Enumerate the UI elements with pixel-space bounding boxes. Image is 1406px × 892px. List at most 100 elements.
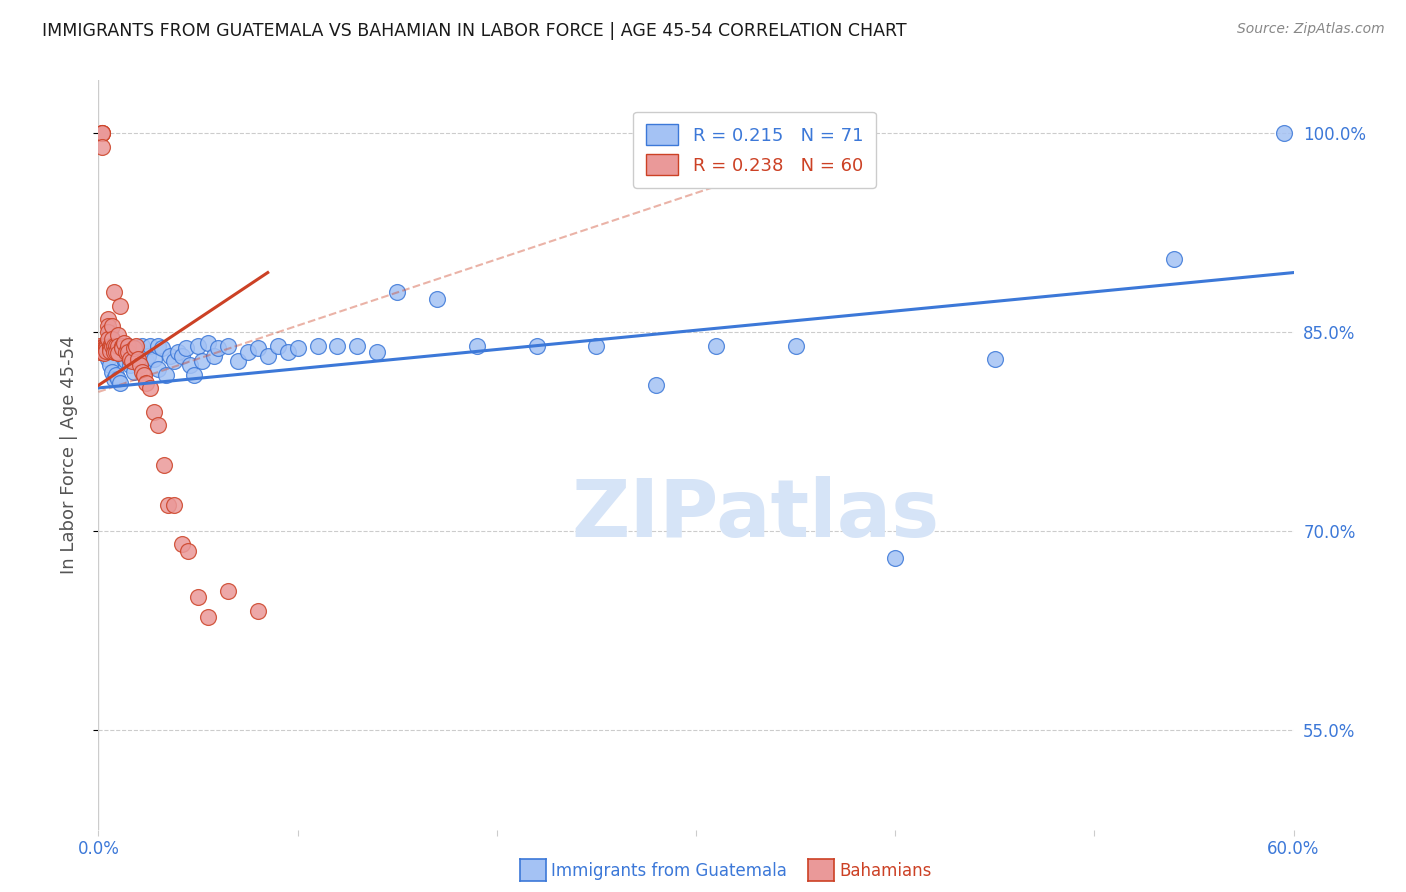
Point [267, 338, 290, 352]
Point [107, 338, 129, 352]
Point [645, 378, 668, 392]
Point [97, 318, 120, 333]
Y-axis label: In Labor Force | Age 45-54: In Labor Force | Age 45-54 [59, 335, 77, 574]
Point [217, 338, 239, 352]
Point [110, 376, 132, 390]
Point [246, 341, 269, 355]
Point [89, 345, 111, 359]
Text: ZIPatlas: ZIPatlas [572, 475, 939, 554]
Point [110, 299, 132, 313]
Point [197, 335, 219, 350]
Point [136, 349, 159, 363]
Point [277, 345, 299, 359]
Point [107, 327, 129, 342]
Point [93, 338, 115, 352]
Point [157, 498, 180, 512]
Point [785, 338, 807, 352]
Point [105, 345, 128, 359]
Point [159, 349, 181, 363]
Point [121, 341, 143, 355]
Point [256, 349, 278, 363]
Point [107, 338, 129, 352]
Point [585, 338, 607, 352]
Point [93, 341, 115, 355]
Point [125, 338, 148, 352]
Point [187, 591, 209, 605]
Point [326, 338, 349, 352]
Point [101, 365, 124, 379]
Point [91, 139, 114, 153]
Point [117, 349, 139, 363]
Point [117, 338, 139, 352]
Point [111, 341, 134, 355]
Point [97, 325, 120, 339]
Point [107, 372, 129, 386]
Point [148, 362, 170, 376]
Point [150, 341, 173, 355]
Point [129, 359, 152, 373]
Point [97, 312, 120, 326]
Point [96, 341, 118, 355]
Point [179, 359, 201, 373]
Point [346, 338, 368, 352]
Point [385, 285, 409, 300]
Point [704, 338, 727, 352]
Point [307, 338, 329, 352]
Point [127, 341, 149, 355]
Point [125, 345, 148, 359]
Point [135, 354, 157, 368]
Point [148, 338, 170, 352]
Point [226, 354, 249, 368]
Text: IMMIGRANTS FROM GUATEMALA VS BAHAMIAN IN LABOR FORCE | AGE 45-54 CORRELATION CHA: IMMIGRANTS FROM GUATEMALA VS BAHAMIAN IN… [42, 22, 907, 40]
Point [246, 604, 269, 618]
Point [163, 498, 186, 512]
Point [139, 338, 162, 352]
Point [107, 346, 129, 360]
Point [191, 354, 214, 368]
Text: Bahamians: Bahamians [839, 862, 932, 880]
Text: Immigrants from Guatemala: Immigrants from Guatemala [551, 862, 787, 880]
Point [112, 335, 135, 350]
Point [103, 285, 125, 300]
Point [1272, 126, 1295, 140]
Point [163, 354, 186, 368]
Point [117, 338, 139, 352]
Point [183, 368, 205, 382]
Point [121, 354, 143, 368]
Point [131, 338, 153, 352]
Point [124, 365, 146, 379]
Point [153, 458, 176, 472]
Point [236, 345, 259, 359]
Point [287, 341, 309, 355]
Point [143, 405, 166, 419]
Point [89, 338, 111, 352]
Point [134, 368, 156, 382]
Point [465, 338, 488, 352]
Point [155, 368, 177, 382]
Point [115, 354, 138, 368]
Point [127, 351, 149, 366]
Point [89, 341, 111, 355]
Point [103, 338, 125, 352]
Point [103, 372, 125, 386]
Point [426, 292, 449, 306]
Point [97, 351, 120, 366]
Point [105, 335, 128, 350]
Point [139, 381, 162, 395]
Point [103, 341, 125, 355]
Point [103, 345, 125, 359]
Point [111, 338, 134, 352]
Text: Source: ZipAtlas.com: Source: ZipAtlas.com [1237, 22, 1385, 37]
Point [93, 346, 115, 360]
Point [131, 365, 153, 379]
Point [148, 418, 170, 433]
Point [110, 345, 132, 359]
Point [143, 351, 166, 366]
Point [93, 343, 115, 358]
Point [174, 341, 197, 355]
Point [207, 341, 229, 355]
Point [124, 341, 146, 355]
Point [105, 368, 128, 382]
Point [101, 332, 124, 346]
Point [117, 345, 139, 359]
